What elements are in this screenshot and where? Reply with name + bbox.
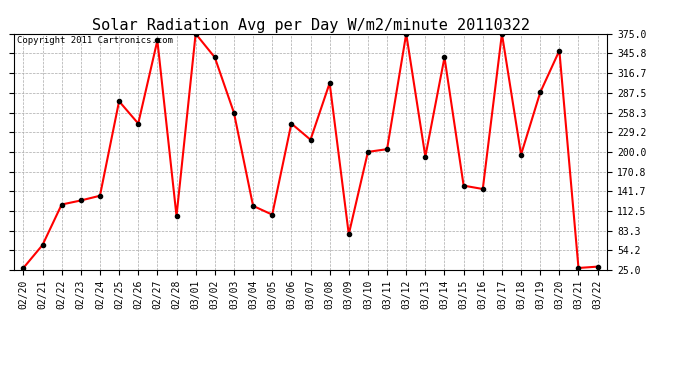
Text: Copyright 2011 Cartronics.com: Copyright 2011 Cartronics.com [17, 36, 172, 45]
Title: Solar Radiation Avg per Day W/m2/minute 20110322: Solar Radiation Avg per Day W/m2/minute … [92, 18, 529, 33]
